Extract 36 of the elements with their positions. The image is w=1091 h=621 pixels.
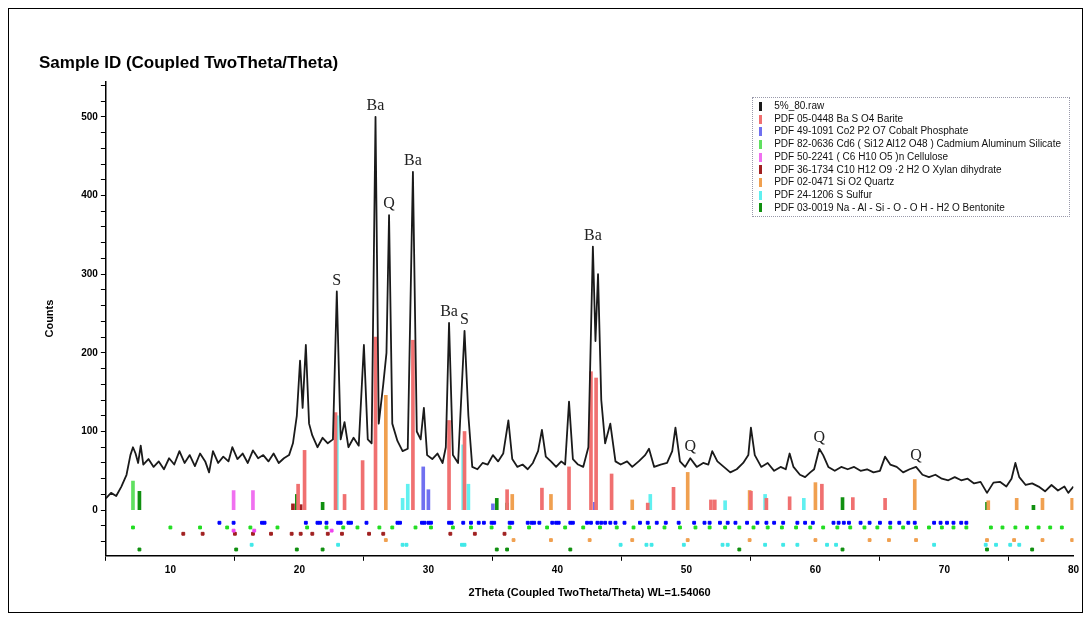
y-axis-title: Counts	[42, 299, 55, 338]
annotation: Ba	[404, 151, 422, 169]
annotation: Ba	[584, 225, 602, 243]
legend-label: PDF 05-0448 Ba S O4 Barite	[774, 112, 904, 126]
y-tick-label: 300	[81, 267, 99, 279]
annotation: S	[460, 310, 469, 327]
annotation: Q	[684, 437, 697, 455]
x-axis-title: 2Theta (Coupled TwoTheta/Theta) WL=1.54060	[468, 586, 711, 599]
annotation: Ba	[440, 302, 458, 320]
legend-label: PDF 50-2241 ( C6 H10 O5 )n Cellulose	[774, 150, 949, 164]
y-tick-label: 200	[81, 346, 99, 358]
legend-label: PDF 03-0019 Na - Al - Si - O - O H - H2 O Bentonite	[774, 201, 1005, 215]
annotation: Q	[813, 428, 826, 446]
x-tick-label: 50	[680, 563, 693, 575]
x-tick-label: 80	[1067, 563, 1080, 575]
annotation: Q	[383, 194, 396, 212]
legend-label: PDF 36-1734 C10 H12 O9 ·2 H2 O Xylan dihydrate	[774, 163, 1002, 177]
x-tick-label: 70	[938, 563, 951, 575]
annotation: S	[332, 270, 342, 288]
chart-title: Sample ID (Coupled TwoTheta/Theta)	[39, 52, 339, 72]
y-tick-label: 400	[81, 189, 99, 201]
annotation: Q	[910, 446, 923, 464]
annotation: Ba	[366, 96, 385, 114]
y-tick-label: 0	[92, 503, 99, 515]
x-tick-label: 40	[551, 563, 564, 575]
legend-label: PDF 24-1206 S Sulfur	[774, 188, 873, 202]
x-tick-label: 60	[809, 563, 822, 575]
legend-label: PDF 02-0471 Si O2 Quartz	[774, 176, 895, 189]
x-tick-label: 30	[422, 563, 435, 575]
legend-label: PDF 49-1091 Co2 P2 O7 Cobalt Phosphate	[774, 125, 969, 139]
y-tick-label: 100	[81, 425, 99, 437]
legend-label: 5%_80.raw	[774, 100, 825, 113]
x-tick-label: 20	[293, 563, 306, 575]
x-tick-label: 10	[164, 563, 177, 575]
legend-label: PDF 82-0636 Cd6 ( Si12 Al12 O48 ) Cadmium Aluminum Silicate	[774, 138, 1061, 151]
y-tick-label: 500	[81, 110, 99, 122]
